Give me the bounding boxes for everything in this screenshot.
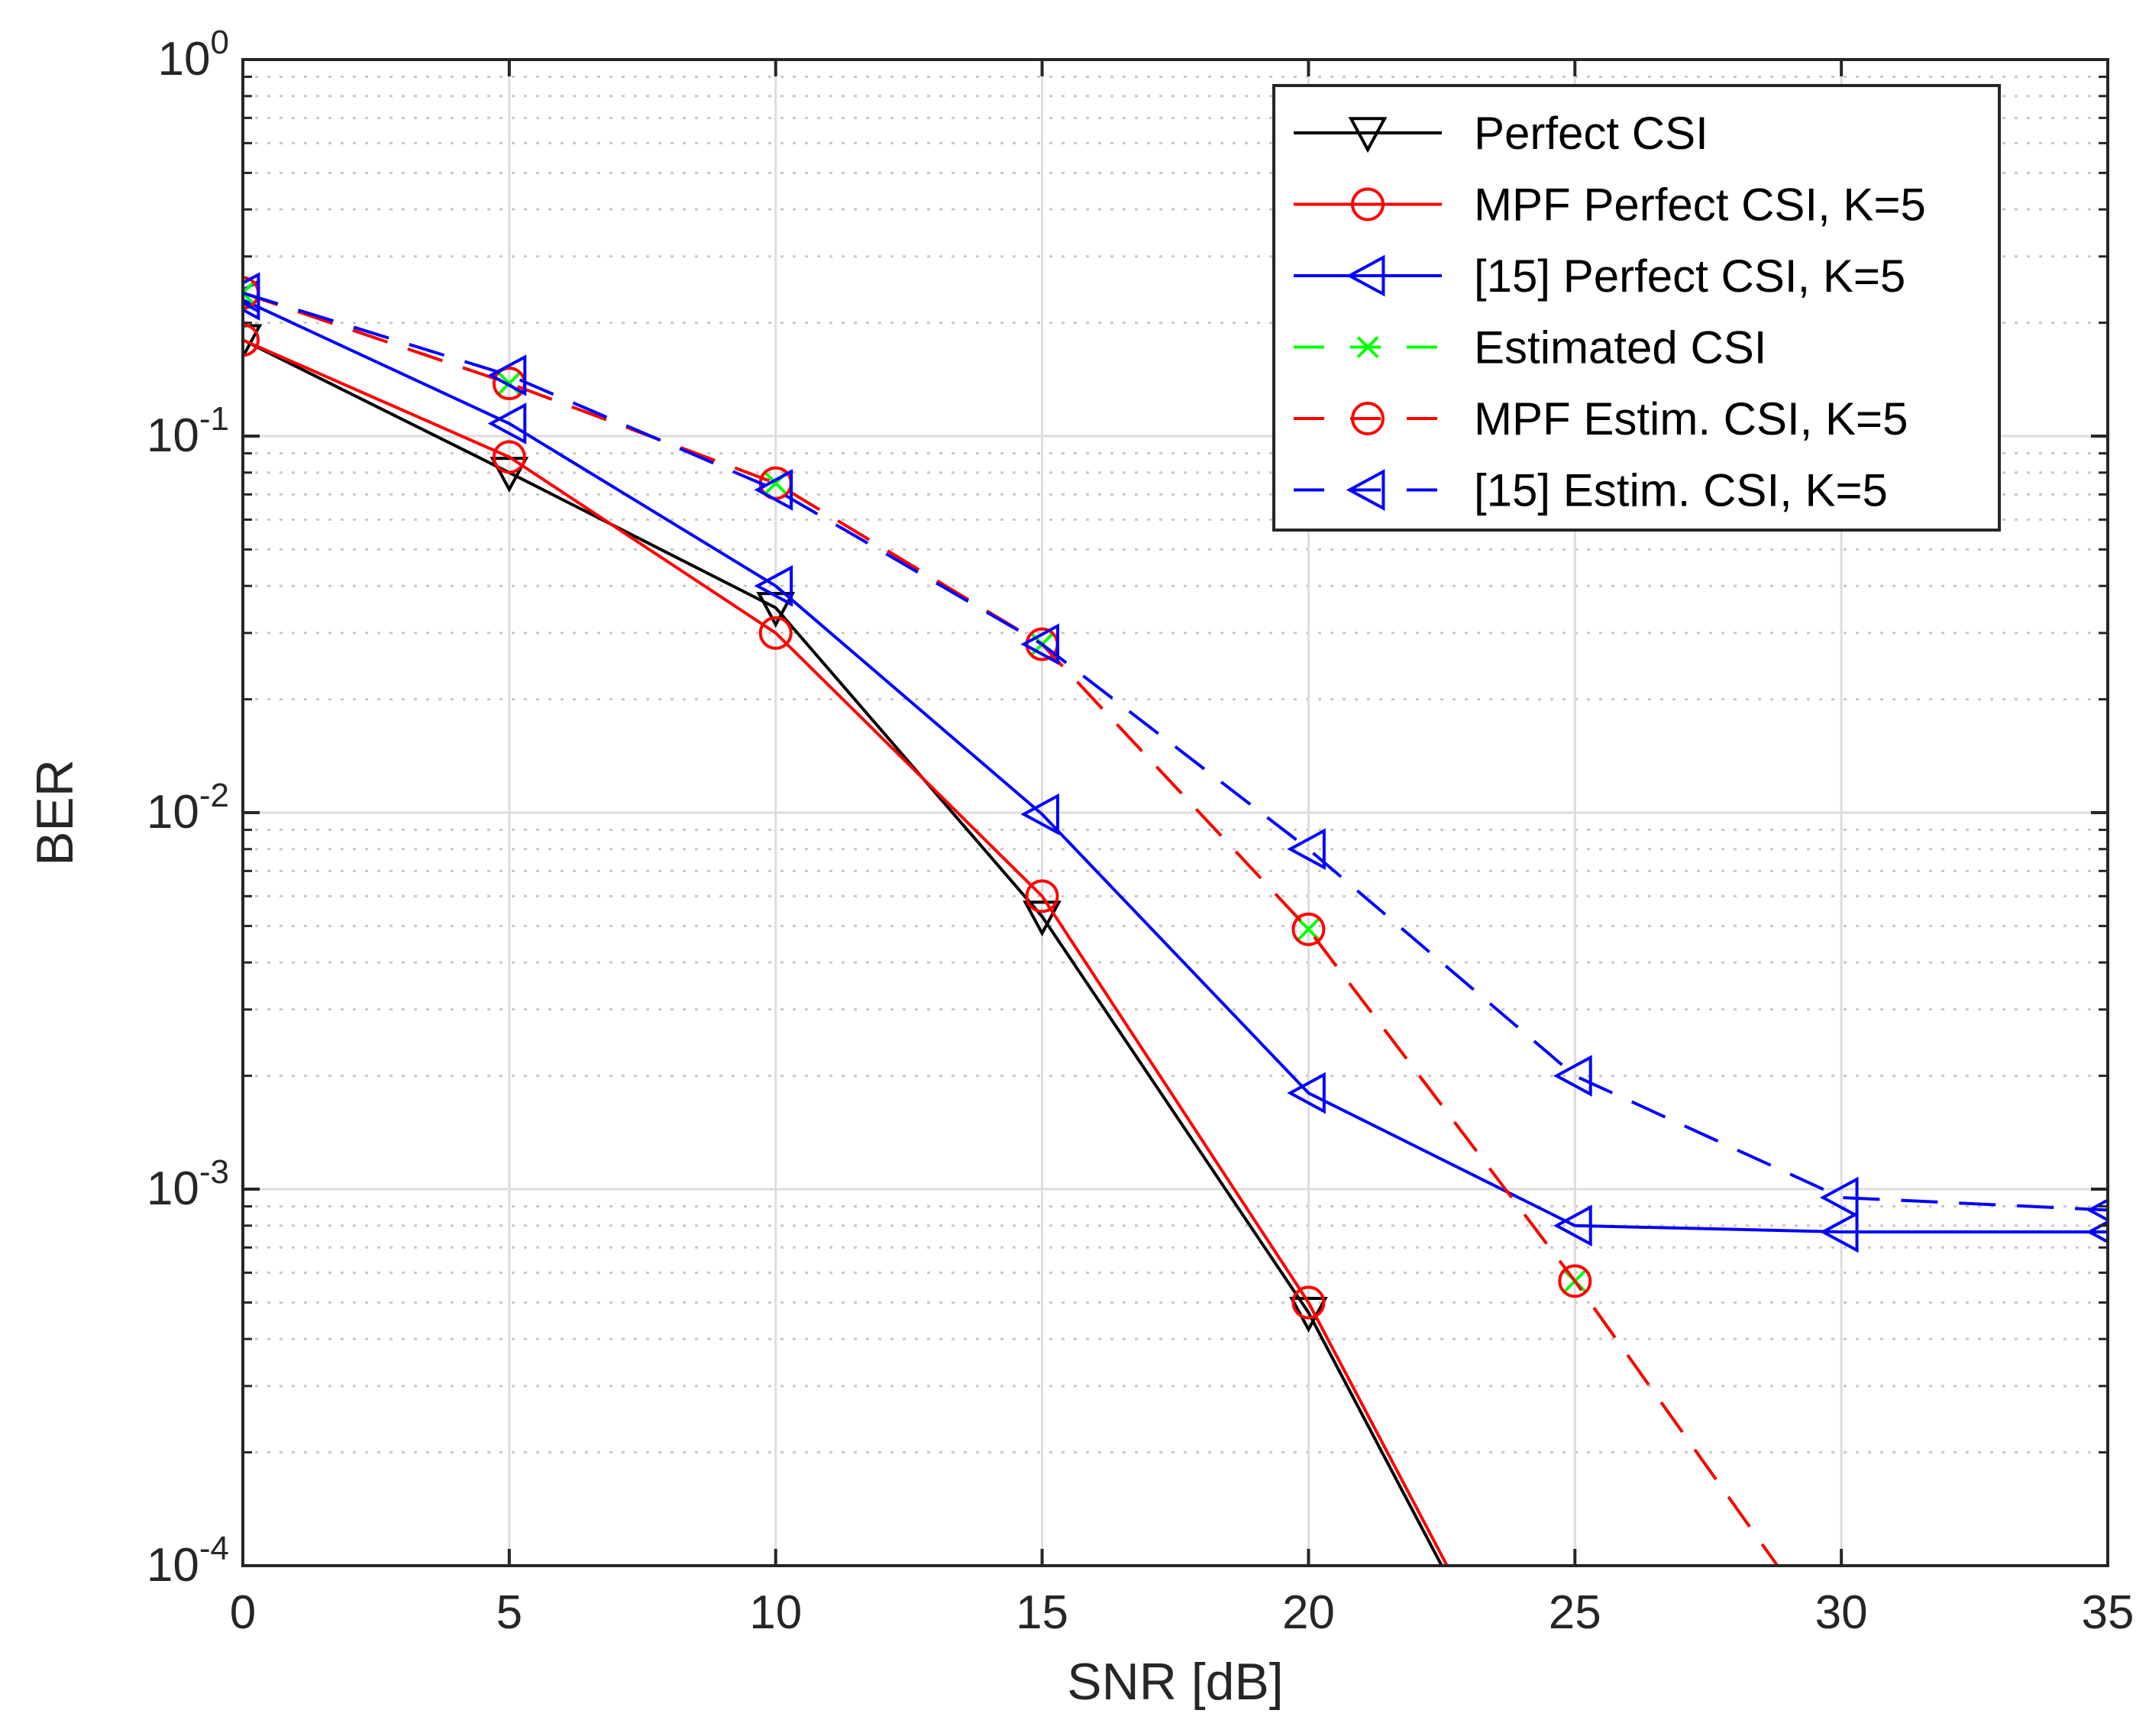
data-point-marker (1553, 1204, 1592, 1247)
legend-entry: [15] Estim. CSI, K=5 (1294, 465, 1888, 516)
x-tick-label: 10 (749, 1586, 802, 1639)
data-point-marker (243, 324, 263, 360)
x-tick-label: 30 (1815, 1586, 1868, 1639)
data-point-marker (1291, 912, 1326, 946)
data-point-marker (243, 323, 260, 357)
data-point-marker (1020, 793, 1059, 836)
legend-entry: MPF Perfect CSI, K=5 (1294, 179, 1926, 231)
y-tick-label: 10-4 (147, 1530, 229, 1592)
legend-marker-sample (1351, 402, 1385, 435)
data-point-marker (1291, 1285, 1326, 1320)
series-6 (243, 272, 2108, 1222)
series-line (243, 298, 2108, 1233)
data-point-marker (487, 402, 527, 445)
legend-label: [15] Estim. CSI, K=5 (1474, 465, 1888, 516)
x-marker-stroke (498, 372, 521, 395)
data-point-marker (1558, 1264, 1592, 1298)
x-marker-stroke (243, 290, 254, 304)
data-point-marker (1819, 1176, 1859, 1219)
legend-label: MPF Perfect CSI, K=5 (1474, 179, 1926, 231)
legend-box (1272, 84, 2001, 532)
data-point-marker (758, 616, 793, 650)
y-tick-label: 100 (158, 24, 229, 86)
x-marker-stroke (1297, 918, 1320, 941)
data-point-marker (1819, 1211, 1859, 1253)
legend-marker-sample (1346, 469, 1385, 511)
series-line (243, 291, 2108, 1212)
x-marker-stroke (243, 282, 254, 296)
x-tick-label: 15 (1016, 1586, 1068, 1639)
legend-marker-sample (1356, 336, 1379, 358)
data-point-marker (243, 282, 254, 304)
x-tick-label: 20 (1282, 1586, 1335, 1639)
series-line (243, 338, 1443, 1566)
legend-label: Perfect CSI (1474, 108, 1708, 159)
data-point-marker (1025, 879, 1059, 913)
data-point-marker (1023, 900, 1062, 937)
legend-label: Estimated CSI (1474, 322, 1766, 373)
legend-entry: Estimated CSI (1294, 322, 1766, 373)
data-point-marker (243, 272, 260, 314)
series-2 (243, 323, 1449, 1566)
data-point-marker (1553, 1055, 1592, 1097)
data-point-marker (1297, 918, 1320, 941)
data-point-marker (492, 440, 526, 474)
legend-label: MPF Estim. CSI, K=5 (1474, 393, 1908, 445)
data-point-marker (487, 354, 527, 396)
y-tick-label: 10-2 (147, 777, 229, 839)
y-tick-label: 10-1 (147, 400, 229, 462)
data-point-marker (1287, 828, 1326, 871)
y-axis-label: BER (26, 759, 84, 866)
data-point-marker (1020, 623, 1059, 665)
x-axis-label: SNR [dB] (1067, 1653, 1283, 1711)
x-tick-label: 35 (2082, 1586, 2134, 1639)
legend-marker-sample (1346, 254, 1385, 297)
legend-label: [15] Perfect CSI, K=5 (1474, 251, 1905, 302)
y-tick-label: 10-3 (147, 1153, 229, 1215)
x-tick-label: 25 (1549, 1586, 1601, 1639)
x-tick-label: 0 (230, 1586, 256, 1639)
legend-entry: MPF Estim. CSI, K=5 (1294, 393, 1908, 445)
series-line (243, 338, 1449, 1566)
legend-entry: Perfect CSI (1294, 108, 1708, 159)
axis-ticks (241, 58, 2109, 1567)
data-point-marker (1287, 1072, 1326, 1114)
legend-marker-sample (1348, 117, 1388, 154)
legend-entry: [15] Perfect CSI, K=5 (1294, 251, 1905, 302)
x-tick-label: 5 (496, 1586, 522, 1639)
data-point-marker (756, 592, 796, 628)
legend-marker-sample (1351, 187, 1385, 221)
x-marker-stroke (1356, 336, 1379, 358)
data-point-marker (754, 468, 793, 511)
series-layer (243, 272, 2108, 1566)
x-tick-labels: 0 5 10 15 20 25 30 35 (230, 1586, 2134, 1639)
data-point-marker (754, 564, 793, 607)
y-tick-labels: 100 10-1 10-2 10-3 10-4 (147, 24, 229, 1592)
legend: Perfect CSI MPF Perfect CSI, K=5 [15] Perf… (1272, 84, 2001, 532)
